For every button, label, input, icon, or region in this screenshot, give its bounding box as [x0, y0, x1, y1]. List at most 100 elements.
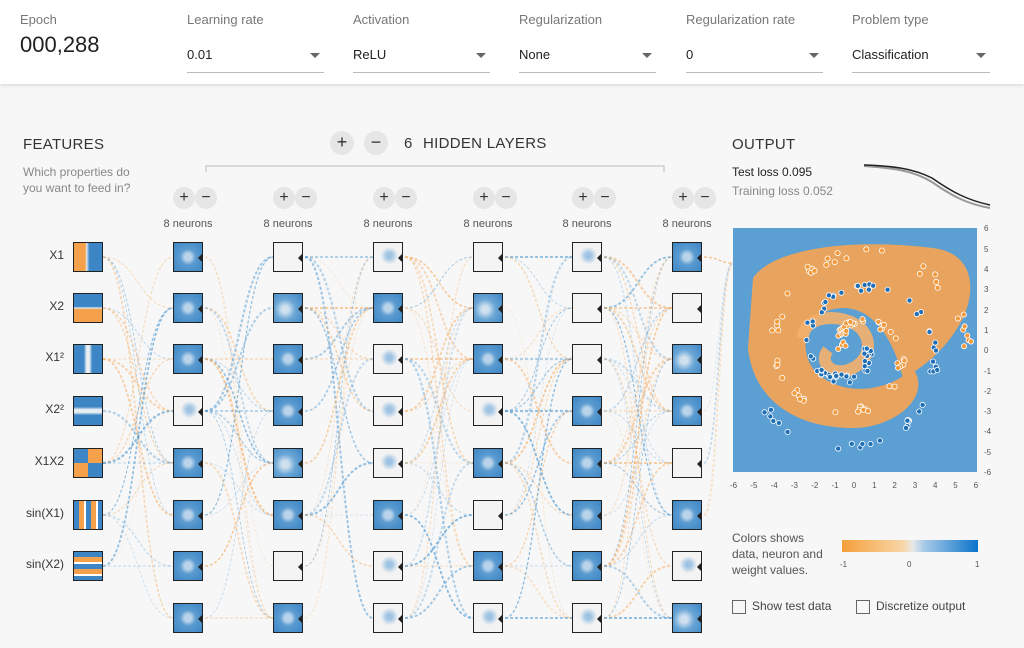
feature-node[interactable] [73, 344, 103, 374]
feature-label: X2² [45, 402, 64, 416]
remove-neuron-button[interactable]: − [694, 187, 716, 209]
neuron-node[interactable] [173, 344, 203, 374]
neuron-node[interactable] [672, 551, 702, 581]
add-neuron-button[interactable]: + [473, 187, 495, 209]
add-neuron-button[interactable]: + [373, 187, 395, 209]
layer-neuron-count: 8 neurons [263, 218, 313, 230]
neuron-node[interactable] [473, 344, 503, 374]
regularization-select[interactable]: None [519, 38, 656, 73]
learning-rate-select[interactable]: 0.01 [187, 38, 324, 73]
feature-node[interactable] [73, 500, 103, 530]
remove-neuron-button[interactable]: − [495, 187, 517, 209]
remove-neuron-button[interactable]: − [295, 187, 317, 209]
neuron-node[interactable] [173, 293, 203, 323]
feature-label: X1X2 [34, 454, 64, 468]
neuron-node[interactable] [473, 396, 503, 426]
remove-neuron-button[interactable]: − [195, 187, 217, 209]
remove-neuron-button[interactable]: − [395, 187, 417, 209]
discretize-output-checkbox[interactable]: Discretize output [856, 599, 965, 614]
add-neuron-button[interactable]: + [273, 187, 295, 209]
neuron-node[interactable] [173, 551, 203, 581]
neuron-node[interactable] [672, 293, 702, 323]
remove-neuron-button[interactable]: − [594, 187, 616, 209]
neuron-node[interactable] [473, 500, 503, 530]
problem-type-label: Problem type [852, 12, 929, 27]
feature-label: X1 [49, 248, 64, 262]
add-neuron-button[interactable]: + [173, 187, 195, 209]
neuron-node[interactable] [173, 500, 203, 530]
hidden-layers-heading: HIDDEN LAYERS [423, 135, 547, 152]
neuron-node[interactable] [273, 448, 303, 478]
y-axis-tick: 6 [984, 224, 989, 234]
neuron-node[interactable] [473, 603, 503, 633]
neuron-node[interactable] [572, 293, 602, 323]
neuron-node[interactable] [273, 396, 303, 426]
remove-layer-button[interactable]: − [364, 131, 388, 155]
x-axis-tick: 2 [892, 481, 897, 490]
test-loss-label: Test loss [732, 165, 779, 179]
neuron-node[interactable] [672, 500, 702, 530]
neuron-node[interactable] [572, 500, 602, 530]
problem-type-value: Classification [852, 47, 929, 62]
activation-value: ReLU [353, 47, 387, 62]
neuron-node[interactable] [173, 603, 203, 633]
features-heading: FEATURES [23, 136, 105, 153]
neuron-node[interactable] [373, 603, 403, 633]
y-axis-tick: 4 [984, 265, 989, 274]
neuron-node[interactable] [273, 242, 303, 272]
neuron-node[interactable] [273, 603, 303, 633]
neuron-node[interactable] [572, 603, 602, 633]
neuron-node[interactable] [373, 242, 403, 272]
feature-node[interactable] [73, 396, 103, 426]
neuron-node[interactable] [373, 396, 403, 426]
neuron-node[interactable] [672, 603, 702, 633]
add-layer-button[interactable]: + [330, 131, 354, 155]
layer-neuron-count: 8 neurons [562, 218, 612, 230]
feature-node[interactable] [73, 448, 103, 478]
neuron-node[interactable] [173, 396, 203, 426]
neuron-node[interactable] [273, 551, 303, 581]
neuron-node[interactable] [672, 242, 702, 272]
neuron-node[interactable] [373, 500, 403, 530]
legend-text-3: weight values. [732, 563, 809, 577]
show-test-data-checkbox[interactable]: Show test data [732, 599, 831, 614]
neuron-node[interactable] [173, 448, 203, 478]
y-axis-tick: -2 [984, 386, 992, 396]
add-neuron-button[interactable]: + [672, 187, 694, 209]
x-axis-tick: -4 [770, 481, 778, 490]
neuron-node[interactable] [672, 344, 702, 374]
neuron-node[interactable] [473, 293, 503, 323]
neuron-node[interactable] [672, 448, 702, 478]
training-loss: Training loss 0.052 [732, 184, 833, 198]
y-axis-tick: -5 [984, 447, 992, 457]
neuron-node[interactable] [572, 396, 602, 426]
problem-type-select[interactable]: Classification [852, 38, 990, 73]
neuron-node[interactable] [473, 448, 503, 478]
neuron-node[interactable] [473, 242, 503, 272]
neuron-node[interactable] [373, 448, 403, 478]
neuron-node[interactable] [572, 448, 602, 478]
top-control-bar: Epoch 000,288 Learning rate 0.01 Activat… [0, 0, 1024, 84]
neuron-node[interactable] [273, 500, 303, 530]
neuron-node[interactable] [373, 551, 403, 581]
neuron-node[interactable] [672, 396, 702, 426]
y-axis-tick: 2 [984, 305, 989, 315]
neuron-node[interactable] [173, 242, 203, 272]
neuron-node[interactable] [273, 293, 303, 323]
neuron-node[interactable] [572, 344, 602, 374]
add-neuron-button[interactable]: + [572, 187, 594, 209]
neuron-node[interactable] [373, 344, 403, 374]
neuron-node[interactable] [572, 551, 602, 581]
feature-node[interactable] [73, 242, 103, 272]
neuron-node[interactable] [273, 344, 303, 374]
feature-node[interactable] [73, 293, 103, 323]
neuron-node[interactable] [373, 293, 403, 323]
activation-select[interactable]: ReLU [353, 38, 490, 73]
neuron-node[interactable] [572, 242, 602, 272]
checkbox-icon [732, 599, 746, 614]
regularization-rate-select[interactable]: 0 [686, 38, 823, 73]
layer-neuron-count: 8 neurons [363, 218, 413, 230]
x-axis-tick: 1 [872, 481, 877, 490]
feature-node[interactable] [73, 551, 103, 581]
neuron-node[interactable] [473, 551, 503, 581]
